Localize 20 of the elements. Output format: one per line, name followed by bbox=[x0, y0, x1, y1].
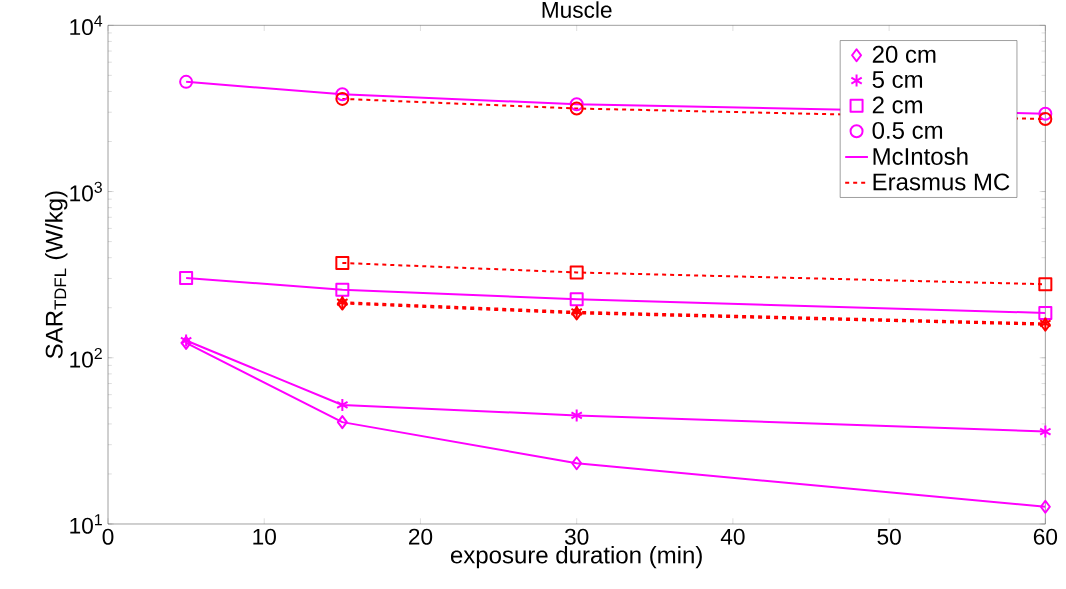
x-tick-label: 10 bbox=[253, 528, 276, 545]
x-axis-title: exposure duration (min) bbox=[450, 545, 702, 569]
x-tick-label: 30 bbox=[564, 528, 589, 545]
legend-label: Erasmus MC bbox=[873, 173, 1010, 191]
legend-label: 20 cm bbox=[872, 45, 936, 63]
y-axis-title: SAR$_{TDFL}$ (W/kg) bbox=[45, 191, 68, 359]
legend-label: 2 cm bbox=[872, 96, 923, 114]
x-tick-label: 0 bbox=[102, 528, 114, 545]
legend-label: McIntosh bbox=[873, 147, 968, 165]
x-tick-label: 40 bbox=[720, 528, 745, 545]
x-tick-label: 50 bbox=[877, 528, 901, 545]
x-tick-label: 60 bbox=[1033, 528, 1058, 545]
chart-title: Muscle bbox=[542, 1, 612, 18]
legend-label: 0.5 cm bbox=[872, 121, 943, 139]
y-tick-label: 10$^{3}$ bbox=[70, 181, 102, 202]
y-tick-label: 10$^{2}$ bbox=[70, 347, 102, 368]
y-tick-label: 10$^{4}$ bbox=[70, 15, 103, 36]
y-tick-label: 10$^{1}$ bbox=[70, 514, 102, 534]
legend-label: 5 cm bbox=[872, 71, 923, 89]
x-tick-label: 20 bbox=[408, 528, 433, 545]
